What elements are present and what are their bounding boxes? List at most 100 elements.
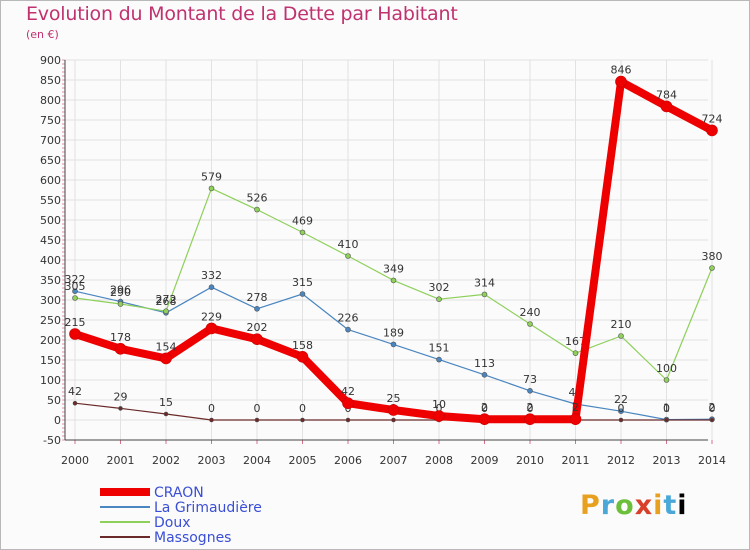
data-point — [390, 277, 397, 284]
x-tick-label: 2010 — [516, 454, 544, 467]
data-label: 202 — [247, 321, 268, 334]
data-label: 178 — [110, 331, 131, 344]
data-point — [72, 288, 78, 295]
data-label: 25 — [387, 392, 401, 405]
data-label: 158 — [292, 339, 313, 352]
y-tick-label: 0 — [54, 414, 61, 427]
data-label: 226 — [338, 312, 359, 325]
data-point — [342, 397, 354, 410]
data-point — [706, 124, 718, 137]
data-point — [391, 417, 396, 423]
y-tick-label: 150 — [40, 354, 61, 367]
data-label: 15 — [159, 396, 173, 409]
y-tick-label: 350 — [40, 274, 61, 287]
data-label: 724 — [702, 112, 723, 125]
data-point — [618, 333, 624, 339]
data-label: 0 — [436, 402, 443, 415]
data-point — [299, 229, 306, 236]
data-point — [569, 413, 582, 426]
data-label: 151 — [429, 342, 450, 355]
data-label: 2 — [481, 401, 488, 414]
data-label: 229 — [201, 310, 222, 323]
legend-label: La Grimaudière — [154, 500, 262, 516]
data-label: 0 — [208, 402, 215, 415]
data-label: 846 — [611, 64, 632, 77]
data-label: 240 — [520, 306, 541, 319]
data-point — [436, 356, 442, 363]
data-point — [254, 305, 260, 312]
data-point — [209, 417, 214, 423]
data-label: 1 — [663, 402, 670, 415]
y-tick-label: 300 — [40, 294, 61, 307]
x-tick-label: 2014 — [698, 454, 726, 467]
data-label: 322 — [65, 273, 86, 286]
data-label: 29 — [114, 390, 128, 403]
legend-label: Doux — [154, 515, 191, 531]
data-label: 302 — [429, 281, 450, 294]
x-tick-label: 2011 — [562, 454, 590, 467]
data-point — [345, 253, 351, 259]
data-label: 305 — [65, 280, 86, 293]
data-label: 579 — [201, 170, 222, 183]
data-point — [527, 387, 533, 394]
x-tick-label: 2006 — [334, 454, 362, 467]
y-tick-label: 450 — [40, 234, 61, 247]
y-tick-label: 900 — [40, 54, 61, 67]
x-tick-label: 2009 — [471, 454, 499, 467]
y-tick-label: 650 — [40, 154, 61, 167]
data-label: 2 — [572, 401, 579, 414]
data-point — [163, 411, 169, 417]
data-label: 526 — [247, 192, 268, 205]
data-label: 189 — [383, 326, 404, 339]
data-point — [524, 413, 536, 426]
proxiti-logo: Proxiti — [580, 490, 688, 521]
data-point — [163, 308, 169, 315]
data-point — [481, 371, 488, 378]
data-label: 42 — [68, 385, 82, 398]
y-tick-label: 750 — [40, 114, 61, 127]
y-tick-label: 100 — [40, 374, 61, 387]
y-tick-label: 800 — [40, 94, 61, 107]
data-point — [205, 322, 218, 335]
data-label: 2 — [709, 401, 716, 414]
chart-unit-label: (en €) — [26, 28, 59, 41]
data-point — [481, 291, 488, 298]
y-tick-label: 850 — [40, 74, 61, 87]
data-label: 100 — [656, 362, 677, 375]
data-point — [664, 417, 669, 423]
data-point — [118, 406, 123, 411]
y-tick-label: 250 — [40, 314, 61, 327]
data-label: 272 — [156, 293, 177, 306]
x-tick-label: 2001 — [107, 454, 135, 467]
data-label: 784 — [656, 88, 677, 101]
y-tick-label: 400 — [40, 254, 61, 267]
data-point — [296, 350, 309, 363]
data-label: 315 — [292, 276, 313, 289]
data-point — [69, 328, 81, 340]
data-label: 42 — [341, 385, 355, 398]
data-point — [618, 408, 624, 415]
x-tick-label: 2003 — [198, 454, 226, 467]
data-point — [660, 100, 673, 113]
data-point — [300, 417, 305, 423]
data-label: 278 — [247, 291, 268, 304]
y-tick-label: 700 — [40, 134, 61, 147]
data-label: 210 — [611, 318, 632, 331]
data-point — [615, 75, 627, 88]
data-point — [160, 352, 172, 365]
data-point — [709, 417, 715, 423]
data-label: 215 — [65, 316, 86, 329]
y-tick-label: 200 — [40, 334, 61, 347]
data-label: 113 — [474, 357, 495, 370]
data-point — [527, 321, 533, 327]
data-point — [709, 265, 715, 271]
data-label: 0 — [299, 402, 306, 415]
data-label: 2 — [527, 401, 534, 414]
data-point — [299, 291, 306, 297]
data-point — [618, 417, 624, 423]
data-label: 0 — [618, 402, 625, 415]
data-label: 22 — [614, 393, 628, 406]
chart-title: Evolution du Montant de la Dette par Hab… — [26, 3, 458, 25]
